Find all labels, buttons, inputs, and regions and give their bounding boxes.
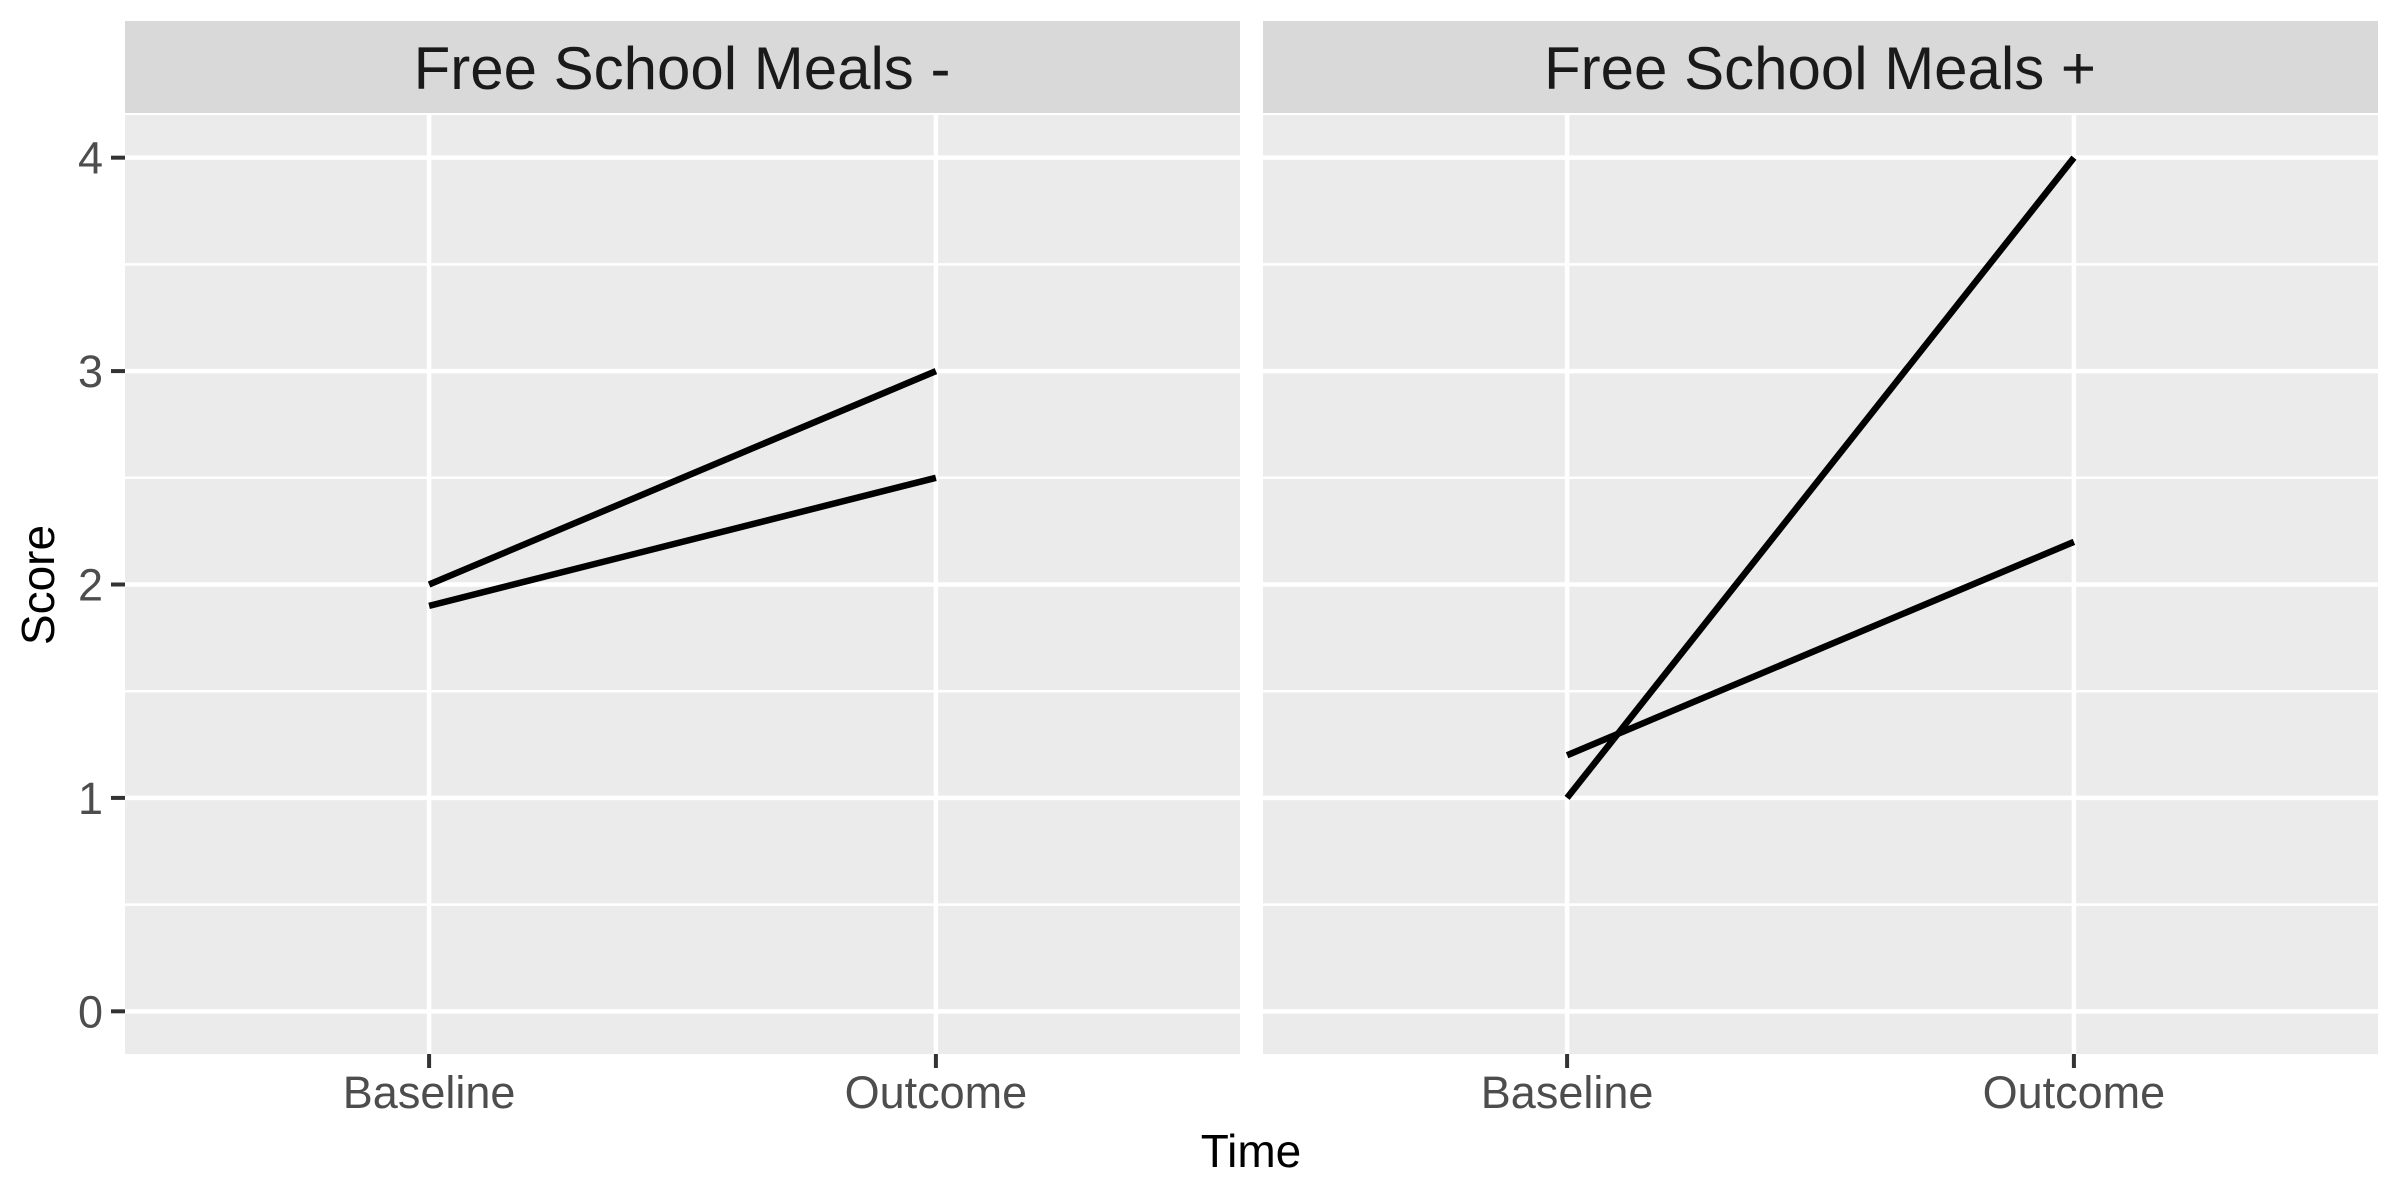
y-axis-title: Score [12,525,64,645]
facet-strip-right [1263,21,2378,113]
y-tick-label: 3 [78,346,103,397]
x-tick-label: Baseline [1481,1067,1654,1118]
y-tick-label: 2 [78,560,103,611]
series-line [427,368,938,588]
facet-strip-label-left: Free School Meals - [414,35,951,102]
series-line [1564,155,2077,800]
facet-strip-left [125,21,1240,113]
x-tick-label: Outcome [1983,1067,2166,1118]
series-line [428,474,937,609]
x-axis-title: Time [1201,1125,1302,1177]
panels-group: 0 1 2 3 4 Baseline Outcome Baseline Outcome [78,115,2378,1118]
x-tick-label: Baseline [343,1067,516,1118]
facet-strip-label-right: Free School Meals + [1544,35,2096,102]
y-tick-label: 1 [78,773,103,824]
x-tick-label: Outcome [845,1067,1028,1118]
y-tick-label: 4 [78,133,103,184]
y-tick-label: 0 [78,986,103,1037]
series-line [1565,538,2076,759]
